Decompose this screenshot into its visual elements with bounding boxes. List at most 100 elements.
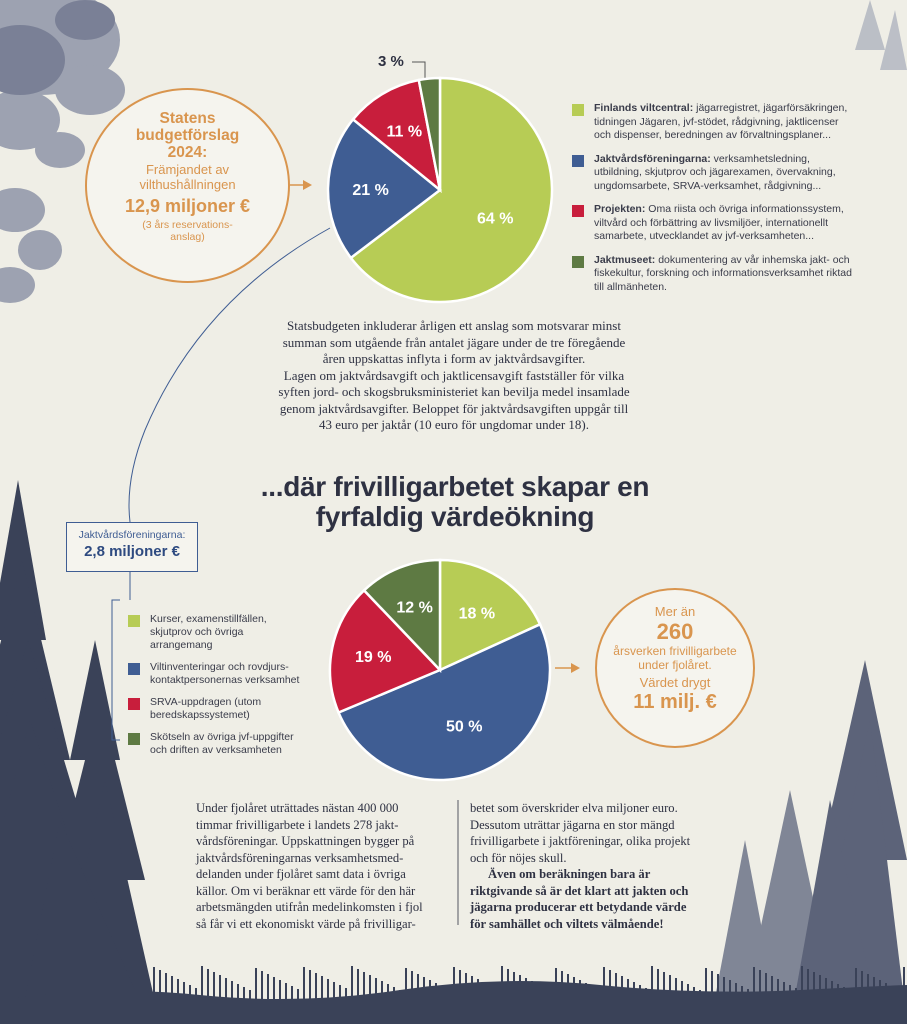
paragraph1-line: summan som utgående från antalet jägare … xyxy=(282,334,626,350)
budget-amount: 12,9 miljoner € xyxy=(124,196,251,216)
legend2-item-label: Kurser, examenstillfällen, skjutprov och… xyxy=(150,613,267,651)
pie-slice xyxy=(362,558,442,674)
legend-item-jvf-text: verksamhetsledning, utbildning, skjutpro… xyxy=(594,152,836,192)
legend-item-jvf: Jaktvårdsföreningarna: verksamhetslednin… xyxy=(572,153,852,194)
col1-line: delanden under fjolåret samt data i övri… xyxy=(196,867,406,881)
leader-line-3pct xyxy=(412,61,426,78)
legend2-swatch-darkgreen xyxy=(128,733,140,745)
col2-line: frivilligarbete i jaktföreningar, olika … xyxy=(470,834,691,848)
volunteer-line2: årsverken frivilligarbete xyxy=(613,644,737,658)
legend2-item: Skötseln av övriga jvf-uppgifter och dri… xyxy=(128,731,308,757)
legend2-item-label: Skötseln av övriga jvf-uppgifter och dri… xyxy=(150,731,294,756)
pie-chart-budget: 64 % 21 % 11 % xyxy=(326,76,554,304)
budget-title: Statens budgetförslag 2024: xyxy=(87,110,288,161)
budget-circle: Statens budgetförslag 2024: Främjandet a… xyxy=(85,88,290,283)
legend-volunteer: Kurser, examenstillfällen, skjutprov och… xyxy=(128,613,308,766)
legend2-item-label: Viltinventeringar och rovdjurs-kontaktpe… xyxy=(150,661,300,686)
headline-line2: fyrfaldig värdeökning xyxy=(315,501,595,532)
col1-line: arbetsmängden utifrån medelinkomsten i f… xyxy=(196,900,423,914)
paragraph1-line: genom jaktvårdsavgifter. Beloppet för ja… xyxy=(279,400,629,416)
volunteer-number: 260 xyxy=(656,619,694,644)
col1-line: jaktvårdsföreningarnas verksamhetsmed- xyxy=(196,850,404,865)
col2-line: och för nöjes skull. xyxy=(470,850,567,865)
jvf-amount-box: Jaktvårdsföreningarna: 2,8 miljoner € xyxy=(66,522,198,572)
legend2-item: SRVA-uppdragen (utom beredskapssystemet) xyxy=(128,696,308,722)
budget-title-line2: budgetförslag xyxy=(135,127,240,144)
legend-item-projekten: Projekten: Oma riista och övriga informa… xyxy=(572,203,852,244)
pie1-label-3pct: 3 % xyxy=(378,53,404,70)
text-column-1: Under fjolåret uträttades nästan 400 000… xyxy=(196,800,451,932)
budget-note-line1: (3 års reservations- xyxy=(142,219,233,231)
col1-line: Under fjolåret uträttades nästan 400 000 xyxy=(196,801,399,815)
legend-swatch-darkgreen xyxy=(572,255,584,268)
legend-item-jvf-name: Jaktvårdsföreningarna: xyxy=(594,152,711,165)
paragraph1-line: åren uppskattas inflyta i form av jaktvå… xyxy=(322,351,586,366)
legend-swatch-blue xyxy=(572,154,584,167)
pie-slice-label: 19 % xyxy=(355,649,391,666)
foliage-top-right xyxy=(855,0,907,70)
pie-slice-label: 50 % xyxy=(446,718,482,735)
col2-line: Dessutom uträttar jägarna en stor mängd xyxy=(470,817,675,832)
spruce-right xyxy=(790,660,907,1024)
legend-item-jaktmuseet: Jaktmuseet: dokumentering av vår inhemsk… xyxy=(572,254,852,295)
budget-paragraph: Statsbudgeten inkluderar årligen ett ans… xyxy=(250,318,658,434)
pie-slice xyxy=(417,76,442,191)
volunteer-circle: Mer än 260 årsverken frivilligarbete und… xyxy=(595,588,755,748)
legend-item-viltcentral: Finlands viltcentral: jägarregistret, jä… xyxy=(572,102,852,143)
pie-slice-label: 64 % xyxy=(477,210,513,227)
budget-purpose-line1: Främjandet av xyxy=(145,162,230,177)
headline-line1: ...där frivilligarbetet skapar en xyxy=(260,471,650,502)
pie-slice xyxy=(438,558,542,672)
pie-slice-label: 11 % xyxy=(387,123,423,140)
legend-item-projekten-name: Projekten: xyxy=(594,203,646,215)
paragraph1-line: syften jord- och skogsbruksministeriet k… xyxy=(278,384,630,399)
spruce-left xyxy=(0,480,160,1024)
col1-line: vårdsföreningar. Uppskattningen bygger p… xyxy=(196,834,415,848)
legend-budget: Finlands viltcentral: jägarregistret, jä… xyxy=(572,102,852,304)
legend2-item: Viltinventeringar och rovdjurs-kontaktpe… xyxy=(128,661,308,687)
legend-swatch-green xyxy=(572,104,584,116)
legend2-swatch-green xyxy=(128,615,140,627)
grass-ground xyxy=(0,981,907,1024)
legend-swatch-red xyxy=(572,205,584,217)
pie-slice xyxy=(336,622,552,782)
col2-line: betet som överskrider elva miljoner euro… xyxy=(470,801,678,815)
volunteer-line4: Värdet drygt xyxy=(639,675,711,690)
pie-chart-volunteer: 18 % 50 % 19 % 12 % xyxy=(328,558,552,782)
col1-line: timmar frivilligarbete i landets 278 jak… xyxy=(196,817,399,832)
volunteer-value: 11 milj. € xyxy=(633,691,717,713)
volunteer-line3: under fjolåret. xyxy=(638,658,712,672)
paragraph1-line: Statsbudgeten inkluderar årligen ett ans… xyxy=(287,318,621,333)
pie-slice xyxy=(326,117,443,260)
pie-slice-label: 18 % xyxy=(459,606,495,623)
paragraph1-line: Lagen om jaktvårdsavgift och jaktlicensa… xyxy=(283,367,625,383)
legend-item-jaktmuseet-name: Jaktmuseet: xyxy=(594,253,656,266)
pie-slice-label: 21 % xyxy=(352,182,388,199)
budget-title-line1: Statens xyxy=(159,110,216,127)
arrow-volunteer-head xyxy=(571,663,580,673)
connector-line xyxy=(128,227,331,523)
volunteer-line1: Mer än xyxy=(654,604,696,619)
legend2-item: Kurser, examenstillfällen, skjutprov och… xyxy=(128,613,308,652)
legend-item-projekten-text: Oma riista och övriga informationssystem… xyxy=(594,203,844,242)
legend2-bracket xyxy=(111,599,120,741)
foliage-top-left-dark xyxy=(0,0,115,95)
legend-item-jaktmuseet-text: dokumentering av vår inhemska jakt- och … xyxy=(594,253,852,293)
col2-bold-line: jägarna producerar ett betydande värde xyxy=(470,900,687,914)
legend2-item-label: SRVA-uppdragen (utom beredskapssystemet) xyxy=(150,696,262,721)
col2-bold-line: riktgivande så är det klart att jakten o… xyxy=(470,883,689,898)
jvf-box-label: Jaktvårdsföreningarna: xyxy=(78,529,186,541)
legend-item-viltcentral-text: jägarregistret, jägarförsäkringen, tidni… xyxy=(594,102,848,141)
col1-line: så får vi ett ekonomiskt värde på frivil… xyxy=(196,916,416,931)
col2-bold-line: Även om beräkningen bara är xyxy=(488,867,651,881)
legend2-swatch-blue xyxy=(128,663,140,675)
pie-slice-label: 12 % xyxy=(396,600,432,617)
budget-purpose-line2: vilthushållningen xyxy=(139,177,236,192)
jvf-box-amount: 2,8 miljoner € xyxy=(84,543,180,560)
legend-item-viltcentral-name: Finlands viltcentral: xyxy=(594,102,694,114)
headline: ...där frivilligarbetet skapar en fyrfal… xyxy=(200,472,710,532)
budget-title-line3: 2024: xyxy=(167,144,208,161)
pie-slice xyxy=(349,76,554,304)
pie-slice xyxy=(351,78,442,194)
